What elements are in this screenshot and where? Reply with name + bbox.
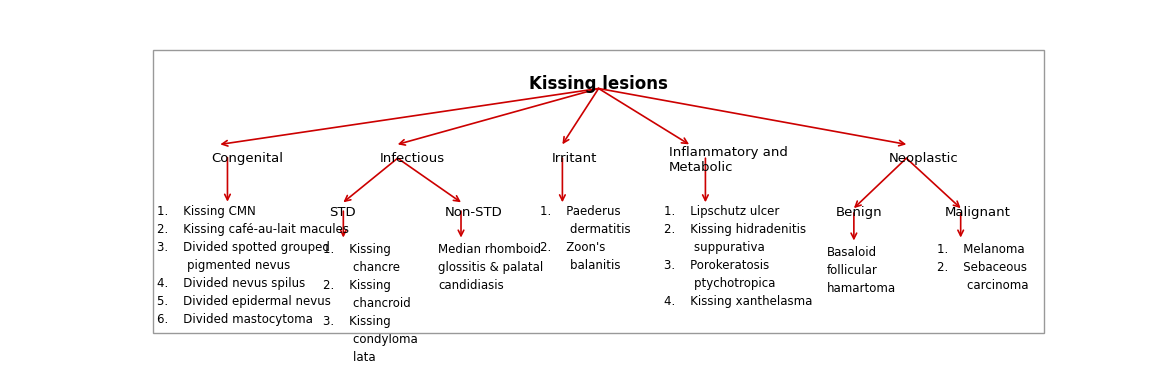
Text: 1.    Kissing CMN
2.    Kissing café-au-lait macules
3.    Divided spotted group: 1. Kissing CMN 2. Kissing café-au-lait m…	[157, 205, 349, 326]
Text: 1.    Paederus
        dermatitis
2.    Zoon's
        balanitis: 1. Paederus dermatitis 2. Zoon's balanit…	[540, 205, 631, 272]
Text: Benign: Benign	[836, 206, 882, 219]
Text: Inflammatory and
Metabolic: Inflammatory and Metabolic	[669, 146, 788, 174]
Text: Kissing lesions: Kissing lesions	[529, 75, 668, 93]
Text: Non-STD: Non-STD	[445, 206, 502, 219]
Text: STD: STD	[329, 206, 355, 219]
Text: 1.    Melanoma
2.    Sebaceous
        carcinoma: 1. Melanoma 2. Sebaceous carcinoma	[937, 243, 1029, 292]
Text: Congenital: Congenital	[211, 152, 283, 165]
Text: Basaloid
follicular
hamartoma: Basaloid follicular hamartoma	[827, 246, 896, 295]
Text: Irritant: Irritant	[551, 152, 597, 165]
Text: Malignant: Malignant	[945, 206, 1010, 219]
Text: Neoplastic: Neoplastic	[888, 152, 958, 165]
Text: 1.    Lipschutz ulcer
2.    Kissing hidradenitis
        suppurativa
3.    Porok: 1. Lipschutz ulcer 2. Kissing hidradenit…	[663, 205, 812, 308]
Text: 1.    Kissing
        chancre
2.    Kissing
        chancroid
3.    Kissing
    : 1. Kissing chancre 2. Kissing chancroid …	[322, 243, 417, 364]
Text: Median rhomboid
glossitis & palatal
candidiasis: Median rhomboid glossitis & palatal cand…	[438, 243, 543, 292]
Text: Infectious: Infectious	[380, 152, 445, 165]
